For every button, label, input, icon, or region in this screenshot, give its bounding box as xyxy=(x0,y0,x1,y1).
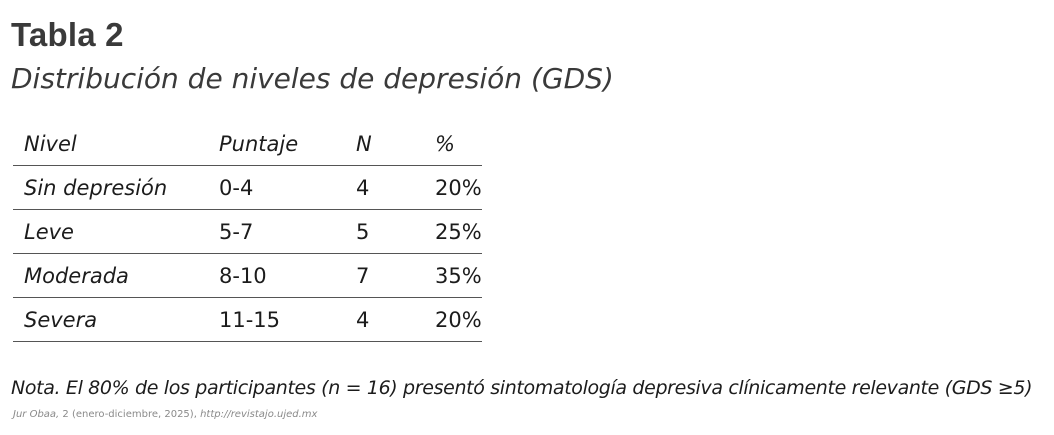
cell-n: 4 xyxy=(345,165,424,210)
table-caption: Distribución de niveles de depresión (GD… xyxy=(11,62,614,95)
cell-nivel: Sin depresión xyxy=(13,165,208,210)
footer-journal: Jur Obaa, xyxy=(13,409,60,420)
header-n: N xyxy=(345,122,424,166)
table-row: Severa 11-15 4 20% xyxy=(13,297,482,342)
cell-puntaje: 11-15 xyxy=(208,297,345,342)
cell-percent: 20% xyxy=(424,165,482,210)
page-footer: Jur Obaa, 2 (enero-diciembre, 2025), htt… xyxy=(13,409,317,420)
table-row: Leve 5-7 5 25% xyxy=(13,209,482,254)
cell-puntaje: 5-7 xyxy=(208,209,345,254)
table-number: Tabla 2 xyxy=(11,16,124,53)
cell-nivel: Leve xyxy=(13,209,208,254)
cell-n: 4 xyxy=(345,297,424,342)
header-nivel: Nivel xyxy=(13,122,208,166)
cell-nivel: Moderada xyxy=(13,253,208,298)
data-table: Nivel Puntaje N % Sin depresión 0-4 4 20… xyxy=(13,122,482,342)
table-row: Moderada 8-10 7 35% xyxy=(13,253,482,298)
header-row: Nivel Puntaje N % xyxy=(13,122,482,166)
footer-issue: 2 (enero-diciembre, 2025), xyxy=(59,409,201,420)
cell-nivel: Severa xyxy=(13,297,208,342)
cell-percent: 35% xyxy=(424,253,482,298)
cell-percent: 25% xyxy=(424,209,482,254)
table-row: Sin depresión 0-4 4 20% xyxy=(13,165,482,210)
footer-url: http://revistajo.ujed.mx xyxy=(200,409,318,420)
cell-puntaje: 0-4 xyxy=(208,165,345,210)
cell-percent: 20% xyxy=(424,297,482,342)
table-note: Nota. El 80% de los participantes (n = 1… xyxy=(11,377,1033,399)
cell-n: 5 xyxy=(345,209,424,254)
header-percent: % xyxy=(424,122,482,166)
cell-puntaje: 8-10 xyxy=(208,253,345,298)
cell-n: 7 xyxy=(345,253,424,298)
header-puntaje: Puntaje xyxy=(208,122,345,166)
